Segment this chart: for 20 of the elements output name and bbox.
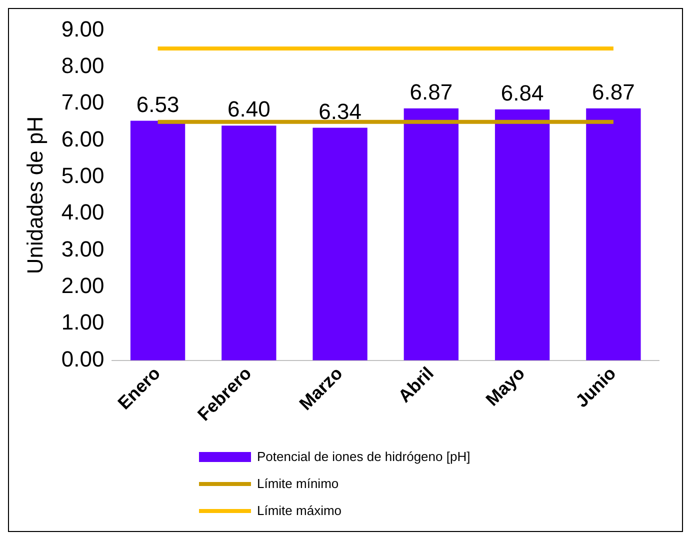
data-label: 6.87 bbox=[592, 79, 635, 104]
y-axis-title: Unidades de pH bbox=[22, 116, 48, 274]
y-tick-label: 1.00 bbox=[61, 310, 104, 335]
y-tick-label: 2.00 bbox=[61, 273, 104, 298]
data-label: 6.87 bbox=[410, 79, 453, 104]
data-label: 6.34 bbox=[318, 98, 362, 124]
y-tick-label: 4.00 bbox=[61, 200, 104, 225]
data-label: 6.84 bbox=[500, 80, 544, 106]
y-tick-label: 0.00 bbox=[61, 346, 104, 372]
y-tick-label: 5.00 bbox=[61, 162, 104, 188]
y-tick-label: 7.00 bbox=[61, 90, 104, 115]
y-tick-label: 3.00 bbox=[61, 236, 104, 262]
y-tick-label: 8.00 bbox=[61, 52, 104, 78]
legend-label: Límite máximo bbox=[257, 503, 342, 518]
data-label: 6.40 bbox=[228, 96, 270, 122]
y-tick-label: 6.00 bbox=[61, 126, 104, 152]
y-tick-label: 9.00 bbox=[61, 16, 104, 42]
data-label: 6.53 bbox=[136, 92, 180, 117]
legend-label: Potencial de iones de hidrógeno [pH] bbox=[257, 449, 470, 464]
legend-label: Límite mínimo bbox=[257, 476, 339, 491]
